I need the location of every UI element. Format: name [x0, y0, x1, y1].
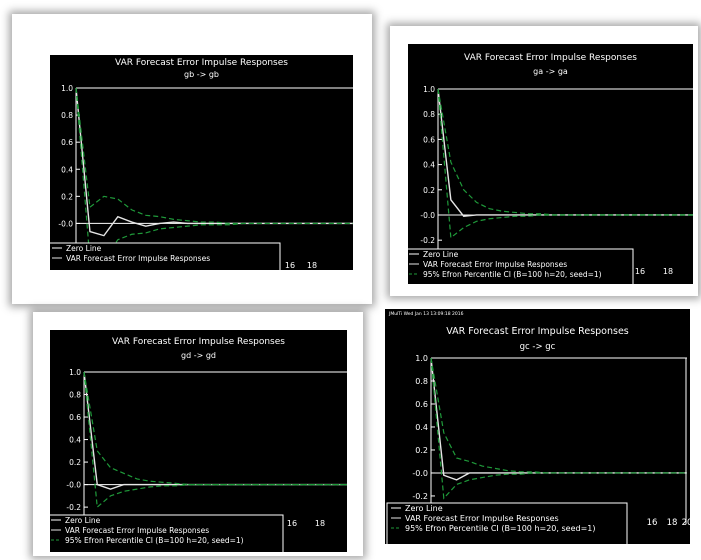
legend-box-gd	[50, 514, 284, 552]
y-tick-label: 0.4	[61, 165, 73, 174]
legend-label: 95% Efron Percentile CI (B=100 h=20, see…	[65, 536, 244, 545]
legend-box-gc	[386, 502, 628, 544]
y-tick-label: 0.6	[69, 413, 81, 422]
y-tick-label: 0.4	[415, 423, 428, 432]
y-tick-label: 0.6	[423, 135, 435, 144]
y-tick-label: 0.8	[69, 391, 81, 400]
x-tick-label: 16	[635, 267, 645, 276]
y-tick-label: 0.4	[69, 436, 81, 445]
chart-svg-gb: VAR Forecast Error Impulse Responses gb -…	[50, 58, 353, 270]
y-tick-label: 0.6	[61, 138, 73, 147]
chart-subtitle-gd: gd -> gd	[181, 351, 216, 360]
chart-svg-gd: VAR Forecast Error Impulse Responses gd -…	[50, 337, 347, 552]
chart-panel-gc: JMulTi Wed Jan 13 13:09:18 2016 VAR Forec…	[385, 309, 690, 544]
chart-header-gc: JMulTi Wed Jan 13 13:09:18 2016	[388, 311, 464, 317]
y-tick-label: -0.2	[420, 236, 435, 245]
series-line-gd-2	[83, 371, 347, 486]
y-tick-label: 0.2	[61, 192, 73, 201]
chart-subtitle-ga: ga -> ga	[533, 67, 568, 76]
legend-label: VAR Forecast Error Impulse Responses	[65, 526, 209, 535]
y-tick-label: 0.2	[423, 186, 435, 195]
y-tick-label: 1.0	[415, 354, 428, 363]
legend-label: 95% Efron Percentile CI (B=100 h=20, see…	[423, 270, 602, 279]
series-line-gc-3	[430, 357, 687, 500]
chart-title-gb: VAR Forecast Error Impulse Responses	[115, 58, 288, 68]
chart-subtitle-gb: gb -> gb	[184, 70, 219, 79]
legend-box-ga	[408, 248, 634, 284]
series-line-gd-3	[83, 371, 347, 509]
chart-panel-ga: VAR Forecast Error Impulse Responses ga -…	[408, 44, 693, 284]
y-tick-label: -0.0	[412, 469, 428, 478]
y-tick-label: -0.0	[420, 211, 435, 220]
chart-panel-gd: VAR Forecast Error Impulse Responses gd -…	[50, 330, 347, 552]
series-line-ga-2	[437, 88, 693, 216]
series-line-gd-1	[83, 371, 347, 490]
y-tick-label: 0.8	[415, 377, 428, 386]
y-tick-label: 0.6	[415, 400, 428, 409]
y-tick-label: -0.0	[66, 481, 81, 490]
y-tick-label: -0.0	[58, 219, 73, 228]
series-line-gb-1	[75, 87, 353, 237]
legend-label: VAR Forecast Error Impulse Responses	[423, 260, 567, 269]
series-line-gb-2	[75, 87, 353, 225]
chart-svg-gc: JMulTi Wed Jan 13 13:09:18 2016 VAR Forec…	[386, 311, 690, 544]
series-line-gc-2	[430, 357, 687, 474]
x-tick-label: 16	[647, 518, 658, 528]
y-tick-label: 0.4	[423, 161, 435, 170]
legend-label: VAR Forecast Error Impulse Responses	[66, 254, 210, 263]
x-tick-label: 16	[285, 261, 295, 270]
series-line-ga-1	[437, 88, 693, 217]
legend-box-gb	[50, 242, 281, 270]
x-tick-label: 18	[307, 261, 317, 270]
legend-label: VAR Forecast Error Impulse Responses	[405, 514, 559, 523]
y-tick-label: 1.0	[423, 85, 435, 94]
chart-title-gc: VAR Forecast Error Impulse Responses	[446, 326, 629, 337]
legend-label: Zero Line	[405, 504, 443, 513]
y-tick-label: 1.0	[69, 368, 81, 377]
x-tick-label: 18	[315, 519, 325, 528]
chart-title-gd: VAR Forecast Error Impulse Responses	[112, 337, 285, 347]
x-tick-label: 16	[287, 519, 297, 528]
legend-label: Zero Line	[66, 244, 102, 253]
y-tick-label: -0.2	[412, 492, 428, 501]
y-tick-label: 1.0	[61, 84, 73, 93]
y-tick-label: 0.2	[69, 458, 81, 467]
series-line-ga-3	[437, 88, 693, 239]
x-tick-label: 18	[663, 267, 673, 276]
series-line-gb-3	[75, 87, 353, 261]
y-tick-label: 0.8	[423, 110, 435, 119]
y-tick-label: 0.2	[415, 446, 428, 455]
chart-svg-ga: VAR Forecast Error Impulse Responses ga -…	[408, 53, 693, 284]
y-tick-label: 0.8	[61, 111, 73, 120]
y-tick-label: -0.2	[66, 503, 81, 512]
x-tick-label: 18	[667, 518, 678, 528]
legend-label: Zero Line	[65, 516, 101, 525]
x-tick-label: 20	[682, 518, 690, 528]
legend-label: 95% Efron Percentile CI (B=100 h=20, see…	[405, 524, 595, 533]
chart-panel-gb: VAR Forecast Error Impulse Responses gb -…	[50, 55, 353, 270]
chart-subtitle-gc: gc -> gc	[520, 342, 556, 352]
series-line-gc-1	[430, 357, 687, 481]
chart-title-ga: VAR Forecast Error Impulse Responses	[464, 53, 637, 63]
legend-label: Zero Line	[423, 250, 459, 259]
